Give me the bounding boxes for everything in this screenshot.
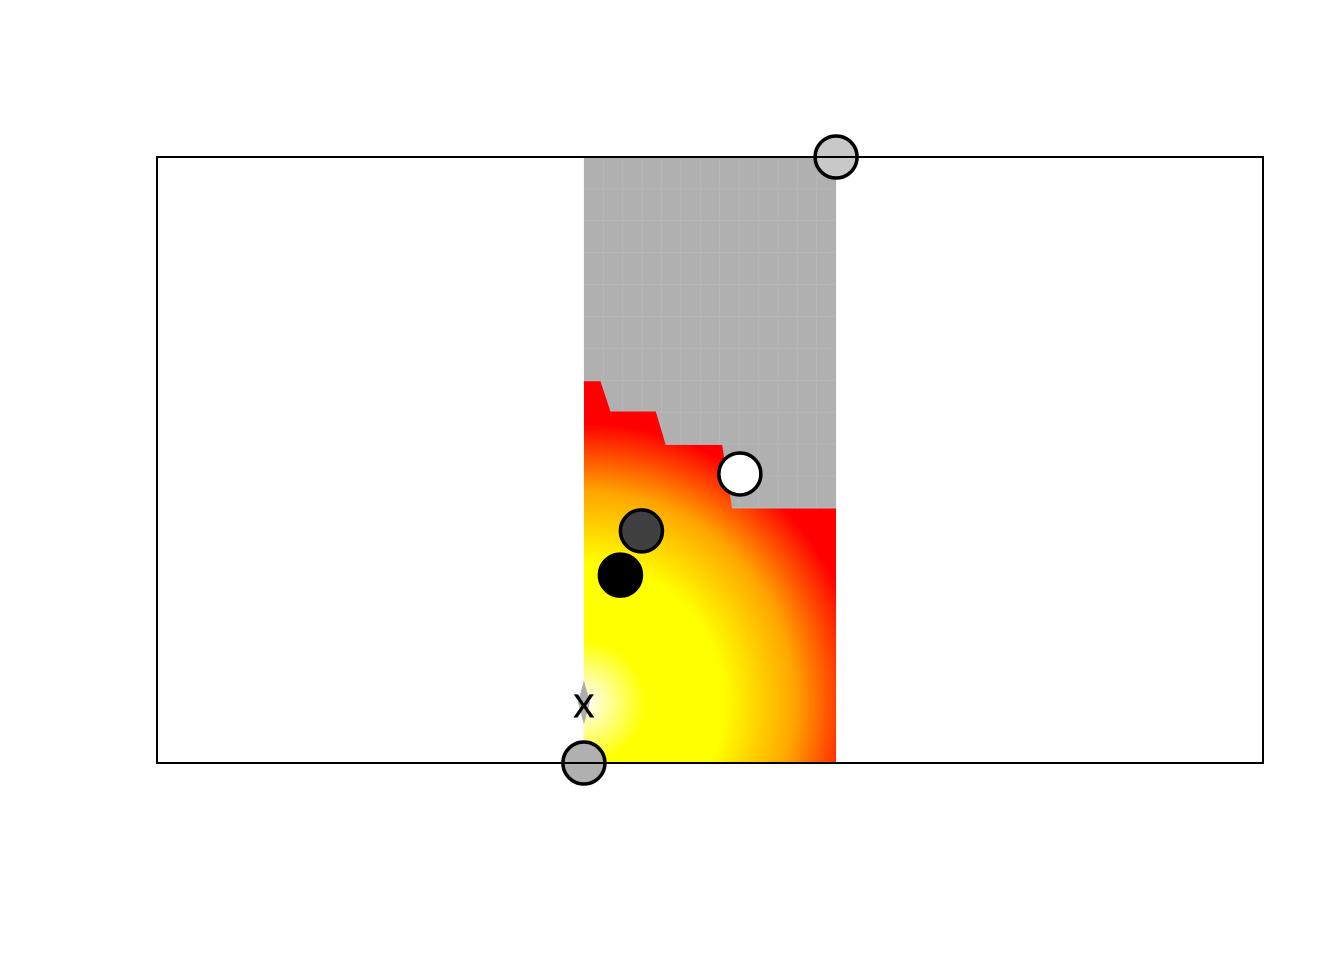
plot-frame [156, 156, 1264, 764]
feasible-region [583, 381, 837, 763]
heatmap-band-layer [577, 157, 837, 763]
data-point-5 [597, 552, 644, 598]
optimum-diamond [577, 680, 590, 725]
data-point-4 [618, 508, 665, 554]
data-point-3 [717, 451, 763, 497]
optimum-marker-label: x [573, 678, 595, 727]
